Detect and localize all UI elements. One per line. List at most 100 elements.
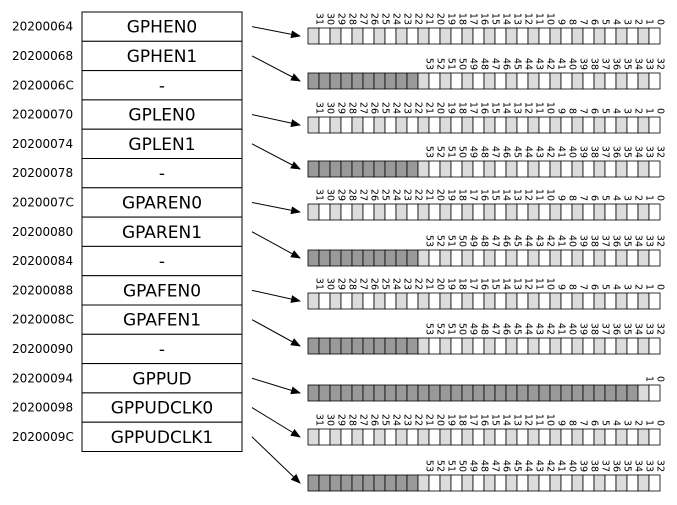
- bit-cell: [593, 428, 606, 446]
- bit-number-44: 44: [523, 58, 534, 70]
- register-box: [81, 70, 243, 101]
- bit-number-20: 20: [435, 102, 446, 114]
- bit-cell: [505, 474, 518, 492]
- bit-number-25: 25: [380, 414, 391, 426]
- register-address: 2020009C: [12, 430, 74, 444]
- bit-number-16: 16: [479, 102, 490, 114]
- bit-number-13: 13: [512, 102, 523, 114]
- bit-number-28: 28: [347, 189, 358, 201]
- register-address: 20200080: [12, 225, 73, 239]
- bit-cell: [648, 160, 661, 178]
- bit-cell: [648, 292, 661, 310]
- bitfield-gphen1: 53 52 51 50 49 48 47 46 45 44 43 42 41 40 39 38 37 36 35 34…: [307, 58, 666, 90]
- reserved-bit-cell: [406, 474, 419, 492]
- reserved-bit-cell: [494, 384, 507, 402]
- bit-number-0: 0: [655, 195, 666, 201]
- register-address: 20200074: [12, 137, 73, 151]
- bit-number-2: 2: [633, 420, 644, 426]
- bit-number-29: 29: [336, 13, 347, 25]
- bit-cell: [637, 72, 650, 90]
- bit-number-2: 2: [633, 284, 644, 290]
- bit-number-21: 21: [424, 278, 435, 290]
- bit-number-8: 8: [567, 284, 578, 290]
- bit-number-5: 5: [600, 195, 611, 201]
- bit-cell: [439, 72, 452, 90]
- bit-number-49: 49: [468, 323, 479, 335]
- bit-number-5: 5: [600, 420, 611, 426]
- bit-cell: [604, 474, 617, 492]
- bit-number-38: 38: [589, 460, 600, 472]
- bit-number-13: 13: [512, 13, 523, 25]
- bit-number-42: 42: [545, 58, 556, 70]
- arrow-gplen0: [251, 114, 301, 127]
- reserved-bit-cell: [373, 249, 386, 267]
- bit-cell: [560, 203, 573, 221]
- bit-number-23: 23: [402, 414, 413, 426]
- register-row-2020008c: 2020008C GPAFEN1: [12, 304, 243, 335]
- bit-cell: [648, 27, 661, 45]
- bit-number-19: 19: [446, 189, 457, 201]
- bit-number-12: 12: [523, 189, 534, 201]
- bit-number-22: 22: [413, 278, 424, 290]
- bit-cell: [494, 27, 507, 45]
- bit-cell: [494, 116, 507, 134]
- reserved-bit-cell: [329, 160, 342, 178]
- bit-cell: [472, 474, 485, 492]
- bit-cell: [527, 72, 540, 90]
- reserved-bit-cell: [362, 474, 375, 492]
- bit-number-35: 35: [622, 58, 633, 70]
- bit-number-36: 36: [611, 460, 622, 472]
- bit-number-52: 52: [435, 146, 446, 158]
- bit-number-49: 49: [468, 460, 479, 472]
- bit-number-50: 50: [457, 146, 468, 158]
- bit-number-47: 47: [490, 460, 501, 472]
- bit-cell: [560, 116, 573, 134]
- register-address: 20200090: [12, 342, 73, 356]
- register-box: [81, 333, 243, 365]
- bit-cell: [538, 72, 551, 90]
- bit-number-2: 2: [633, 19, 644, 25]
- bit-number-19: 19: [446, 102, 457, 114]
- reserved-bit-cell: [571, 384, 584, 402]
- bit-cell: [648, 203, 661, 221]
- bit-cell: [516, 292, 529, 310]
- bit-cell: [406, 428, 419, 446]
- bit-cell: [450, 27, 463, 45]
- reserved-bit-cell: [593, 384, 606, 402]
- bit-cell: [637, 249, 650, 267]
- reserved-bit-cell: [318, 474, 331, 492]
- reserved-bit-cell: [395, 160, 408, 178]
- bit-cell: [483, 160, 496, 178]
- bit-number-28: 28: [347, 102, 358, 114]
- bitfields-layer: 31 30 29 28 27 26 25 24 23 22 21 20 19 18 17 16 15 14 13 12…: [307, 13, 666, 492]
- bit-cell: [428, 292, 441, 310]
- bit-number-8: 8: [567, 195, 578, 201]
- bit-cell: [560, 292, 573, 310]
- reserved-bit-cell: [340, 384, 353, 402]
- register-address: 2020006C: [12, 78, 74, 92]
- bit-number-50: 50: [457, 323, 468, 335]
- reserved-bit-cell: [329, 337, 342, 355]
- bit-number-33: 33: [644, 460, 655, 472]
- bit-cell: [450, 116, 463, 134]
- bit-cell: [604, 292, 617, 310]
- bit-number-8: 8: [567, 19, 578, 25]
- bit-number-29: 29: [336, 189, 347, 201]
- bit-number-46: 46: [501, 235, 512, 247]
- bit-cell: [604, 27, 617, 45]
- bit-cell: [450, 474, 463, 492]
- bit-number-8: 8: [567, 420, 578, 426]
- bit-number-7: 7: [578, 108, 589, 114]
- bit-number-25: 25: [380, 102, 391, 114]
- bit-cell: [428, 249, 441, 267]
- bit-number-1: 1: [644, 376, 655, 382]
- reserved-bit-cell: [318, 72, 331, 90]
- bit-cell: [648, 384, 661, 402]
- bit-cell: [516, 474, 529, 492]
- bit-number-20: 20: [435, 189, 446, 201]
- bit-cell: [472, 292, 485, 310]
- bit-cell: [626, 203, 639, 221]
- bit-number-27: 27: [358, 414, 369, 426]
- register-box: [81, 99, 243, 130]
